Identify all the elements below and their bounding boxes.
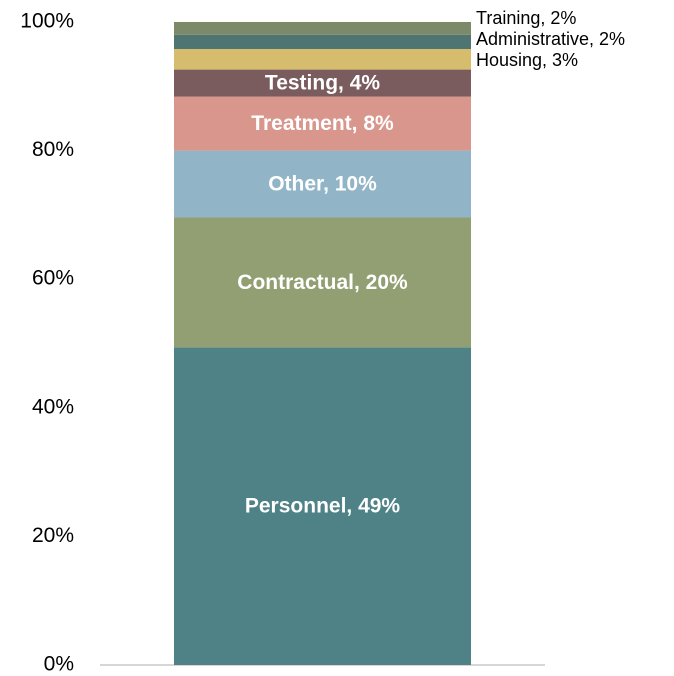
bar-segment	[174, 49, 471, 70]
bar-segment	[174, 347, 471, 665]
segment-label: Housing, 3%	[476, 50, 578, 70]
y-tick-label: 60%	[32, 267, 74, 290]
y-tick-label: 0%	[44, 653, 74, 676]
segment-label: Contractual, 20%	[237, 271, 408, 294]
bar-segment	[174, 69, 471, 97]
bar-segment	[174, 217, 471, 348]
segment-label: Administrative, 2%	[476, 29, 625, 49]
y-tick-label: 100%	[20, 10, 74, 33]
segment-label: Training, 2%	[476, 8, 576, 28]
y-tick-label: 20%	[32, 524, 74, 547]
bar-segment	[174, 22, 471, 35]
y-tick-label: 40%	[32, 395, 74, 418]
bar-segment	[174, 96, 471, 151]
segment-label: Testing, 4%	[265, 72, 380, 95]
segment-label: Treatment, 8%	[251, 112, 394, 135]
y-tick-label: 80%	[32, 138, 74, 161]
segment-label: Other, 10%	[268, 173, 377, 196]
bar-segment	[174, 150, 471, 218]
segment-label: Personnel, 49%	[245, 495, 401, 518]
bar-segment	[174, 34, 471, 50]
